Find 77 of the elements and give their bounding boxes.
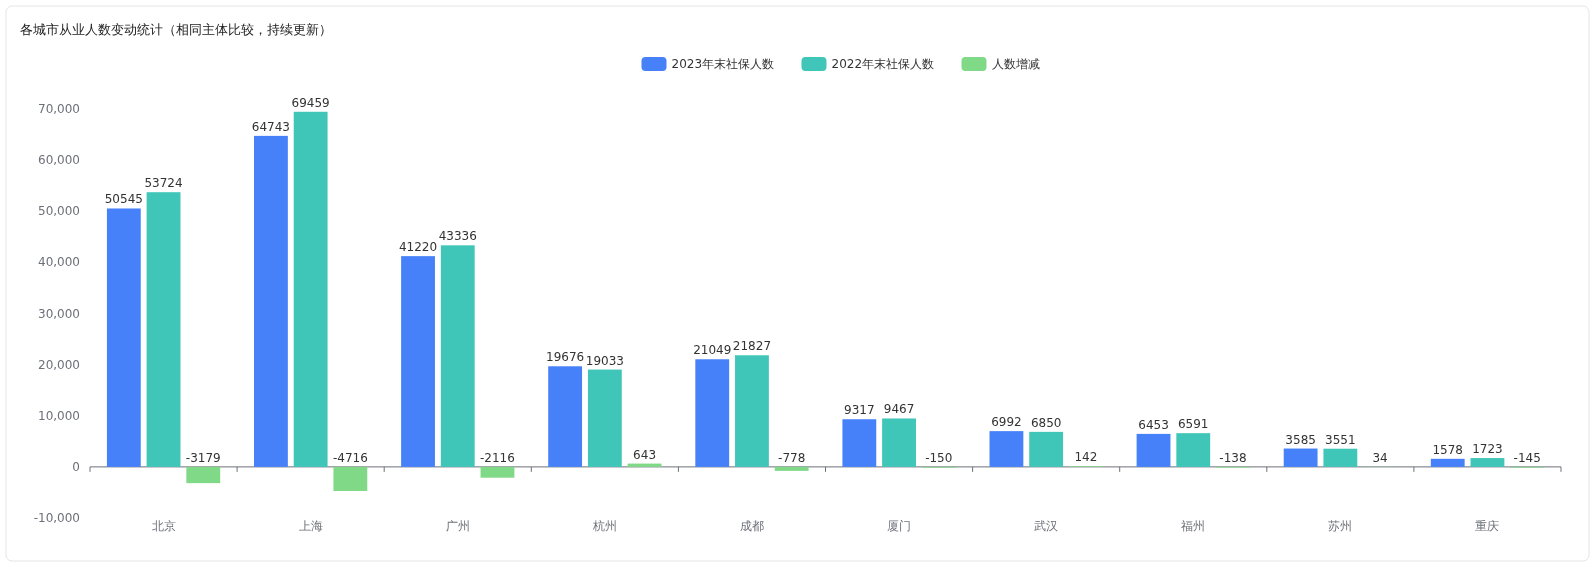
bar <box>1470 458 1505 467</box>
chart-title: 各城市从业人数变动统计（相同主体比较，持续更新） <box>20 22 332 37</box>
data-label: -778 <box>778 450 806 465</box>
data-label: 64743 <box>251 119 291 134</box>
bar <box>254 135 288 467</box>
bar <box>1176 433 1211 467</box>
bar <box>989 431 1024 467</box>
data-label: 53724 <box>144 176 183 191</box>
bar <box>1283 448 1318 467</box>
bar <box>333 466 368 491</box>
data-label: 19676 <box>546 350 585 365</box>
y-tick-label: 20,000 <box>38 357 80 372</box>
data-label: -145 <box>1513 450 1541 465</box>
data-label: 34 <box>1372 450 1388 465</box>
data-label: 21049 <box>693 343 732 358</box>
bar <box>440 245 475 467</box>
data-label: 9467 <box>883 402 915 417</box>
x-tick-label: 杭州 <box>591 519 617 533</box>
x-tick-label: 成都 <box>739 519 764 533</box>
data-label: 6850 <box>1030 415 1062 430</box>
data-label: -138 <box>1219 450 1247 465</box>
bar <box>735 355 769 467</box>
data-label: 643 <box>633 447 657 462</box>
data-label: -3179 <box>185 450 221 465</box>
bar <box>842 419 877 467</box>
bar <box>146 192 181 467</box>
bar <box>186 466 221 484</box>
data-label: 3585 <box>1285 432 1316 447</box>
x-tick-label: 厦门 <box>887 519 912 533</box>
legend-label: 人数增减 <box>991 57 1040 71</box>
bar <box>695 359 730 467</box>
bar <box>587 369 622 467</box>
bar <box>293 111 328 467</box>
x-tick-label: 上海 <box>298 519 323 533</box>
data-label: 50545 <box>104 192 143 207</box>
data-label: 41220 <box>398 240 438 255</box>
bar <box>1029 431 1064 467</box>
data-label: -4716 <box>332 450 368 465</box>
data-label: 3551 <box>1325 432 1356 447</box>
x-tick-label: 广州 <box>445 519 470 533</box>
data-label: 142 <box>1074 450 1098 465</box>
legend-label: 2023年末社保人数 <box>671 57 775 71</box>
data-label: 69459 <box>291 95 330 110</box>
bar <box>401 256 435 467</box>
y-tick-label: 60,000 <box>38 153 80 168</box>
data-label: 1723 <box>1472 442 1503 457</box>
data-label: 1578 <box>1432 442 1464 457</box>
data-label: -150 <box>925 450 953 465</box>
x-tick-label: 北京 <box>151 519 176 533</box>
bar <box>1136 433 1171 467</box>
y-tick-label: 0 <box>72 459 80 474</box>
data-label: 9317 <box>844 403 875 418</box>
y-tick-label: 70,000 <box>38 102 80 116</box>
x-tick-label: 苏州 <box>1328 519 1353 533</box>
bar <box>774 466 809 471</box>
y-tick-label: 30,000 <box>38 306 80 321</box>
bar <box>548 366 583 467</box>
data-label: -2116 <box>480 450 515 465</box>
y-tick-label: 40,000 <box>38 255 80 270</box>
bar <box>106 208 141 467</box>
legend-label: 2022年末社保人数 <box>831 57 935 71</box>
bar <box>480 466 515 478</box>
y-tick-label: -10,000 <box>33 511 80 525</box>
data-label: 6453 <box>1138 417 1169 432</box>
x-tick-label: 武汉 <box>1034 519 1059 533</box>
data-label: 19033 <box>585 353 624 368</box>
bar <box>882 418 916 467</box>
bar <box>1323 448 1358 467</box>
y-tick-label: 10,000 <box>38 408 80 423</box>
bar <box>1430 458 1465 467</box>
data-label: 6591 <box>1177 417 1209 432</box>
data-label: 21827 <box>732 339 772 354</box>
y-tick-label: 50,000 <box>38 204 80 219</box>
x-tick-label: 福州 <box>1181 519 1206 533</box>
data-label: 43336 <box>438 229 477 244</box>
x-tick-label: 重庆 <box>1475 519 1500 533</box>
data-label: 6992 <box>991 415 1022 430</box>
